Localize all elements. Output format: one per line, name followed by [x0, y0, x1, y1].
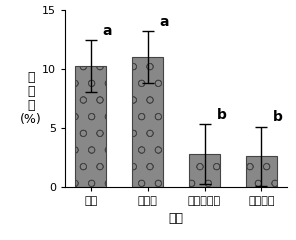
Bar [132, 57, 163, 187]
Text: a: a [160, 15, 169, 29]
X-axis label: 处理: 处理 [169, 212, 184, 225]
Bar [75, 66, 107, 187]
Text: a: a [103, 24, 112, 38]
Bar [246, 156, 277, 187]
Text: b: b [216, 108, 226, 122]
Y-axis label: 发
病
率
(%): 发 病 率 (%) [20, 71, 42, 126]
Text: b: b [273, 110, 283, 125]
Bar [189, 154, 220, 187]
